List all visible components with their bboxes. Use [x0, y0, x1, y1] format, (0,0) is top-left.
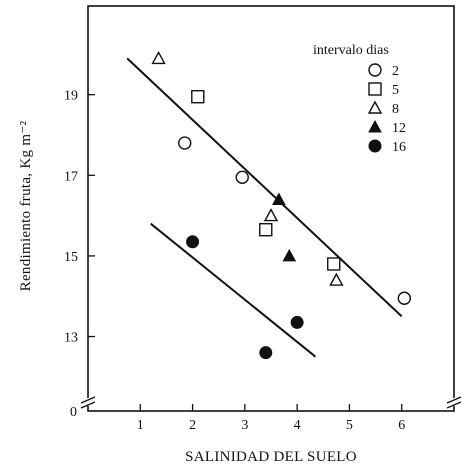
regression-line — [150, 222, 317, 358]
data-point-open-circle — [397, 291, 412, 305]
data-point-open-triangle — [329, 272, 344, 286]
data-points — [151, 50, 412, 360]
legend-entries: 2 5 8 12 16 — [367, 63, 406, 155]
legend-label: 16 — [392, 140, 406, 155]
legend-marker-open-triangle — [367, 100, 383, 114]
data-point-open-triangle — [151, 50, 166, 65]
x-tick-label: 6 — [398, 418, 405, 433]
x-tick-label: 5 — [346, 418, 353, 433]
legend-label: 8 — [392, 102, 399, 117]
data-point-filled-triangle — [282, 248, 297, 262]
axis-break-stroke — [446, 401, 462, 409]
data-point-filled-circle — [186, 235, 200, 249]
fit-lines — [126, 57, 403, 358]
data-point-open-circle — [235, 170, 249, 185]
y-axis-title: Rendimiento fruta, Kg m⁻² — [18, 120, 34, 291]
axis-break-stroke — [80, 401, 96, 409]
regression-line — [126, 57, 403, 318]
legend-entry: 5 — [368, 82, 399, 98]
legend-marker-open-square — [368, 82, 382, 96]
axis-break-gap — [448, 398, 460, 406]
axis-break-marks — [80, 396, 462, 409]
legend: intervalo dias 2 5 8 12 16 — [313, 43, 406, 155]
legend-title: intervalo dias — [313, 43, 389, 58]
axis-break-gap — [82, 398, 94, 406]
y-tick-label: 17 — [64, 169, 78, 184]
axis-break-stroke — [446, 396, 462, 404]
x-tick-label: 4 — [294, 418, 301, 433]
legend-entry: 16 — [368, 139, 406, 155]
data-point-filled-circle — [290, 315, 304, 329]
data-point-open-circle — [178, 136, 192, 150]
x-axis-title: SALINIDAD DEL SUELO — [185, 449, 357, 465]
legend-label: 12 — [392, 121, 406, 136]
x-tick-label: 2 — [189, 418, 196, 433]
y-origin-label: 0 — [70, 405, 77, 420]
x-tick-label: 3 — [241, 418, 248, 433]
x-tick-label: 1 — [137, 418, 144, 433]
y-tick-label: 19 — [64, 89, 78, 104]
legend-marker-open-circle — [368, 63, 382, 77]
y-axis-ticks: 13 15 17 19 — [64, 89, 95, 346]
plot-frame — [87, 5, 455, 412]
y-tick-label: 13 — [64, 331, 78, 346]
legend-marker-filled-circle — [368, 139, 382, 153]
legend-entry: 2 — [368, 63, 399, 79]
y-tick-label: 15 — [64, 250, 78, 265]
data-point-open-square — [191, 89, 205, 104]
x-axis-ticks: 1 2 3 4 5 6 — [137, 404, 405, 433]
legend-label: 2 — [392, 64, 399, 79]
data-point-open-square — [259, 223, 273, 237]
data-point-open-square — [327, 257, 341, 271]
legend-entry: 8 — [367, 100, 399, 117]
data-point-open-triangle — [263, 208, 279, 222]
legend-marker-filled-triangle — [368, 119, 382, 133]
axis-break-stroke — [80, 396, 96, 404]
data-point-filled-circle — [259, 346, 273, 360]
data-point-filled-triangle — [272, 192, 286, 205]
legend-entry: 12 — [368, 119, 406, 136]
legend-label: 5 — [392, 83, 399, 98]
